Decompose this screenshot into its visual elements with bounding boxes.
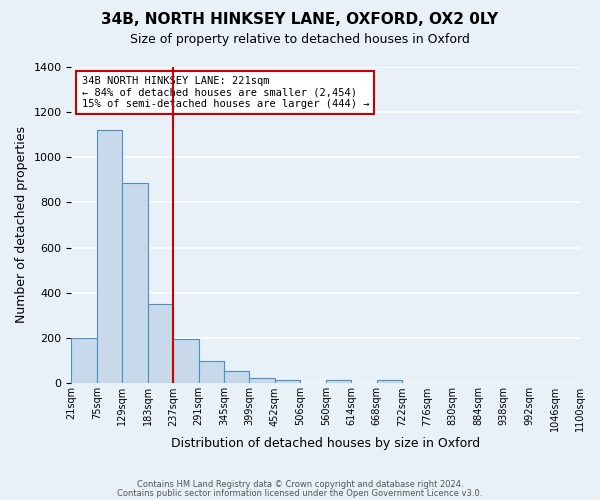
Bar xyxy=(326,380,351,384)
Bar xyxy=(122,183,148,384)
Text: 34B NORTH HINKSEY LANE: 221sqm
← 84% of detached houses are smaller (2,454)
15% : 34B NORTH HINKSEY LANE: 221sqm ← 84% of … xyxy=(82,76,369,109)
Text: Size of property relative to detached houses in Oxford: Size of property relative to detached ho… xyxy=(130,32,470,46)
Text: 34B, NORTH HINKSEY LANE, OXFORD, OX2 0LY: 34B, NORTH HINKSEY LANE, OXFORD, OX2 0LY xyxy=(101,12,499,28)
Bar xyxy=(71,338,97,384)
Bar xyxy=(173,340,199,384)
Text: Contains public sector information licensed under the Open Government Licence v3: Contains public sector information licen… xyxy=(118,488,482,498)
Y-axis label: Number of detached properties: Number of detached properties xyxy=(15,126,28,324)
X-axis label: Distribution of detached houses by size in Oxford: Distribution of detached houses by size … xyxy=(171,437,480,450)
Text: Contains HM Land Registry data © Crown copyright and database right 2024.: Contains HM Land Registry data © Crown c… xyxy=(137,480,463,489)
Bar xyxy=(250,378,275,384)
Bar xyxy=(199,361,224,384)
Bar xyxy=(97,130,122,384)
Bar xyxy=(148,304,173,384)
Bar xyxy=(275,380,300,384)
Bar xyxy=(377,380,402,384)
Bar xyxy=(224,371,250,384)
